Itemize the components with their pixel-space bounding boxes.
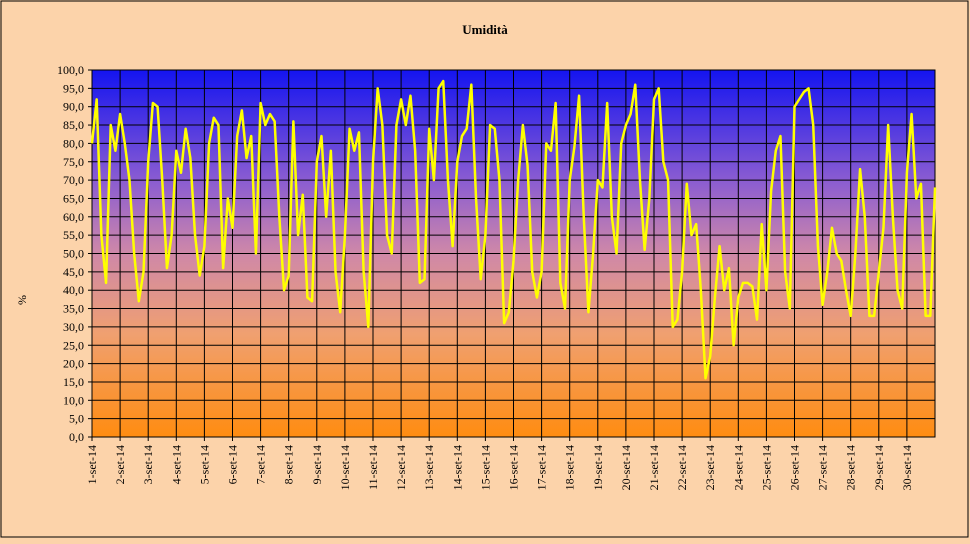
x-tick-label: 27-set-14 (816, 445, 830, 490)
y-tick-label: 35,0 (63, 302, 84, 316)
x-tick-label: 6-set-14 (226, 445, 240, 484)
y-tick-label: 5,0 (69, 412, 84, 426)
x-tick-label: 7-set-14 (254, 445, 268, 484)
y-tick-label: 0,0 (69, 430, 84, 444)
y-axis-label: % (15, 295, 29, 305)
y-tick-label: 55,0 (63, 228, 84, 242)
x-tick-label: 4-set-14 (169, 445, 183, 484)
y-tick-label: 75,0 (63, 155, 84, 169)
x-tick-label: 5-set-14 (197, 445, 211, 484)
y-tick-label: 60,0 (63, 210, 84, 224)
line-series (90, 79, 937, 380)
x-tick-label: 22-set-14 (675, 445, 689, 490)
x-tick-label: 16-set-14 (507, 445, 521, 490)
x-tick-label: 21-set-14 (647, 445, 661, 490)
y-tick-label: 50,0 (63, 247, 84, 261)
x-tick-label: 18-set-14 (563, 445, 577, 490)
y-tick-label: 70,0 (63, 173, 84, 187)
y-tick-label: 45,0 (63, 265, 84, 279)
y-tick-label: 30,0 (63, 320, 84, 334)
y-tick-label: 95,0 (63, 81, 84, 95)
y-tick-label: 10,0 (63, 393, 84, 407)
x-tick-label: 20-set-14 (619, 445, 633, 490)
x-tick-label: 28-set-14 (844, 445, 858, 490)
y-tick-label: 90,0 (63, 100, 84, 114)
x-tick-label: 12-set-14 (394, 445, 408, 490)
x-tick-label: 10-set-14 (338, 445, 352, 490)
x-tick-label: 23-set-14 (703, 445, 717, 490)
x-tick-label: 2-set-14 (113, 445, 127, 484)
y-tick-label: 20,0 (63, 357, 84, 371)
x-tick-label: 15-set-14 (478, 445, 492, 490)
x-tick-label: 13-set-14 (422, 445, 436, 490)
x-tick-label: 9-set-14 (310, 445, 324, 484)
y-tick-label: 65,0 (63, 191, 84, 205)
y-tick-label: 40,0 (63, 283, 84, 297)
x-tick-label: 26-set-14 (788, 445, 802, 490)
y-tick-label: 85,0 (63, 118, 84, 132)
x-tick-label: 30-set-14 (900, 445, 914, 490)
x-tick-label: 1-set-14 (85, 445, 99, 484)
x-tick-label: 11-set-14 (366, 445, 380, 490)
y-tick-label: 80,0 (63, 136, 84, 150)
x-tick-label: 8-set-14 (282, 445, 296, 484)
chart-title: Umidità (462, 22, 508, 37)
y-tick-label: 100,0 (57, 63, 84, 77)
y-tick-label: 15,0 (63, 375, 84, 389)
x-tick-label: 3-set-14 (141, 445, 155, 484)
x-tick-label: 14-set-14 (450, 445, 464, 490)
x-tick-label: 24-set-14 (731, 445, 745, 490)
x-tick-label: 25-set-14 (759, 445, 773, 490)
x-tick-label: 17-set-14 (535, 445, 549, 490)
x-tick-label: 29-set-14 (872, 445, 886, 490)
y-tick-label: 25,0 (63, 338, 84, 352)
x-tick-label: 19-set-14 (591, 445, 605, 490)
